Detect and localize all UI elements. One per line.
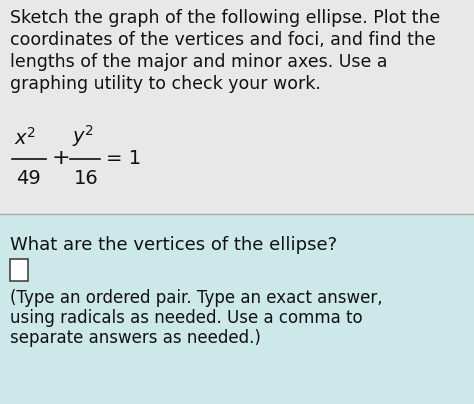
Text: $x^2$: $x^2$ [14, 127, 36, 149]
Bar [0, 214, 474, 404]
Text: (Type an ordered pair. Type an exact answer,: (Type an ordered pair. Type an exact ans… [10, 289, 383, 307]
Text: separate answers as needed.): separate answers as needed.) [10, 329, 261, 347]
Text: using radicals as needed. Use a comma to: using radicals as needed. Use a comma to [10, 309, 363, 327]
Bar [0, 0, 474, 214]
Bar [10, 259, 28, 281]
Text: lengths of the major and minor axes. Use a: lengths of the major and minor axes. Use… [10, 53, 388, 71]
Text: 49: 49 [16, 169, 41, 188]
Text: $y^2$: $y^2$ [72, 123, 94, 149]
Text: +: + [52, 148, 71, 168]
Text: graphing utility to check your work.: graphing utility to check your work. [10, 75, 321, 93]
Text: Sketch the graph of the following ellipse. Plot the: Sketch the graph of the following ellips… [10, 9, 440, 27]
Text: What are the vertices of the ellipse?: What are the vertices of the ellipse? [10, 236, 337, 254]
Text: 16: 16 [74, 169, 99, 188]
Text: coordinates of the vertices and foci, and find the: coordinates of the vertices and foci, an… [10, 31, 436, 49]
Text: = 1: = 1 [106, 149, 141, 168]
